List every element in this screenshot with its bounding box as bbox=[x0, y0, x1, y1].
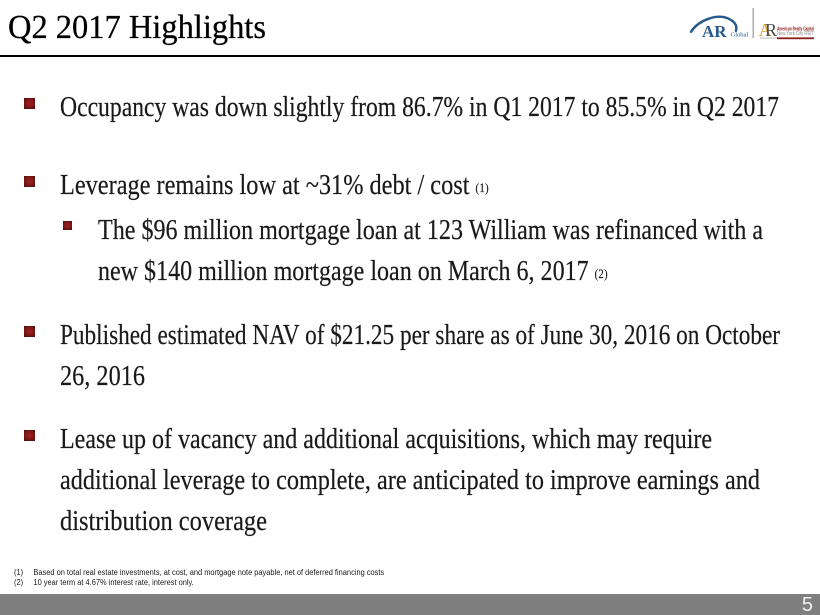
svg-text:A: A bbox=[759, 20, 772, 40]
svg-text:New York City REIT: New York City REIT bbox=[777, 31, 814, 37]
svg-text:R: R bbox=[765, 20, 777, 40]
svg-text:Global: Global bbox=[731, 32, 749, 39]
svg-text:AR: AR bbox=[702, 22, 727, 41]
svg-text:American Realty Capital: American Realty Capital bbox=[777, 27, 814, 33]
